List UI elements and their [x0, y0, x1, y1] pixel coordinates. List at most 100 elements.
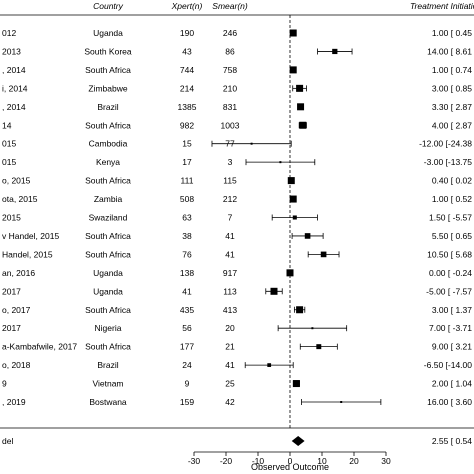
point-estimate — [289, 195, 297, 203]
study-label: ota, 2015 — [2, 194, 38, 204]
study-label: , 2014 — [2, 102, 26, 112]
study-smear-n: 41 — [225, 360, 235, 370]
point-estimate — [289, 66, 297, 74]
estimate-text: 0.00 [ -0.24 — [429, 268, 472, 278]
estimate-text: 10.50 [ 5.68 — [427, 249, 472, 259]
estimate-text: 9.00 [ 3.21 — [432, 342, 472, 352]
point-estimate — [250, 142, 253, 145]
study-label: 9 — [2, 379, 7, 389]
study-smear-n: 3 — [228, 157, 233, 167]
study-xpert-n: 24 — [182, 360, 192, 370]
summary-label: del — [2, 436, 13, 446]
point-estimate — [286, 269, 294, 277]
study-smear-n: 113 — [223, 286, 237, 296]
x-tick-label: 20 — [349, 456, 359, 466]
study-xpert-n: 111 — [181, 176, 194, 186]
study-country: Cambodia — [89, 139, 128, 149]
x-tick-label: -10 — [252, 456, 265, 466]
estimate-text: 1.00 [ 0.74 — [432, 65, 472, 75]
study-smear-n: 831 — [223, 102, 237, 112]
x-axis-label: Observed Outcome — [251, 462, 329, 472]
point-estimate — [287, 177, 295, 185]
study-xpert-n: 214 — [180, 83, 194, 93]
study-xpert-n: 17 — [182, 157, 192, 167]
header-xpert: Xpert(n) — [171, 1, 203, 11]
study-country: South Africa — [85, 305, 131, 315]
estimate-text: 3.00 [ 0.85 — [432, 83, 472, 93]
study-xpert-n: 15 — [182, 139, 192, 149]
estimate-text: 3.00 [ 1.37 — [432, 305, 472, 315]
x-tick-label: -20 — [220, 456, 233, 466]
study-country: Uganda — [93, 268, 123, 278]
study-smear-n: 917 — [223, 268, 237, 278]
estimate-text: 5.50 [ 0.65 — [432, 231, 472, 241]
point-estimate — [279, 161, 282, 164]
study-label: 2015 — [2, 213, 21, 223]
estimate-text: 1.00 [ 0.45 — [432, 28, 472, 38]
study-country: Zambia — [94, 194, 123, 204]
point-estimate — [297, 103, 305, 111]
header-smear: Smear(n) — [212, 1, 248, 11]
point-estimate — [289, 29, 297, 37]
study-smear-n: 21 — [225, 342, 235, 352]
study-xpert-n: 38 — [182, 231, 192, 241]
study-country: Uganda — [93, 28, 123, 38]
estimate-text: 14.00 [ 8.61 — [427, 46, 472, 56]
study-xpert-n: 138 — [180, 268, 194, 278]
study-country: South Africa — [85, 342, 131, 352]
estimate-text: -5.00 [ -7.57 — [426, 286, 472, 296]
point-estimate — [296, 306, 304, 314]
study-country: South Korea — [84, 46, 132, 56]
study-xpert-n: 41 — [182, 286, 192, 296]
study-xpert-n: 56 — [182, 323, 192, 333]
study-xpert-n: 177 — [180, 342, 194, 352]
study-smear-n: 20 — [225, 323, 235, 333]
estimate-text: -6.50 [-14.00 — [424, 360, 472, 370]
study-label: 2013 — [2, 46, 21, 56]
study-smear-n: 41 — [225, 231, 235, 241]
study-xpert-n: 9 — [185, 379, 190, 389]
study-label: , 2014 — [2, 65, 26, 75]
study-xpert-n: 63 — [182, 213, 192, 223]
estimate-text: 1.00 [ 0.52 — [432, 194, 472, 204]
estimate-text: 0.40 [ 0.02 — [432, 176, 472, 186]
study-smear-n: 115 — [223, 176, 237, 186]
study-smear-n: 246 — [223, 28, 237, 38]
study-xpert-n: 1385 — [178, 102, 197, 112]
point-estimate — [296, 84, 304, 92]
estimate-text: 16.00 [ 3.60 — [427, 397, 472, 407]
column-headers: Country Xpert(n) Smear(n) Treatment Init… — [93, 1, 474, 11]
point-estimate — [320, 251, 327, 258]
study-xpert-n: 43 — [182, 46, 192, 56]
study-country: Zimbabwe — [88, 83, 127, 93]
study-label: a-Kambafwile, 2017 — [2, 342, 77, 352]
x-tick-label: 0 — [288, 456, 293, 466]
study-country: Swaziland — [89, 213, 128, 223]
study-label: 015 — [2, 139, 16, 149]
study-country: South Africa — [85, 231, 131, 241]
point-estimate — [332, 48, 338, 55]
study-xpert-n: 190 — [180, 28, 194, 38]
estimate-text: 2.00 [ 1.04 — [432, 379, 472, 389]
point-estimate — [292, 380, 300, 388]
estimate-text: 7.00 [ -3.71 — [429, 323, 472, 333]
point-estimate — [304, 233, 311, 239]
study-label: o, 2015 — [2, 176, 31, 186]
study-label: 2017 — [2, 323, 21, 333]
summary-estimate-text: 2.55 [ 0.54 — [432, 436, 472, 446]
study-smear-n: 212 — [223, 194, 237, 204]
estimate-text: 3.30 [ 2.87 — [432, 102, 472, 112]
study-label: 012 — [2, 28, 16, 38]
study-country: South Africa — [85, 120, 131, 130]
study-country: South Africa — [85, 176, 131, 186]
x-tick-label: 30 — [381, 456, 391, 466]
header-effect: Treatment Initiation Delay (days) [ — [410, 1, 474, 11]
study-smear-n: 210 — [223, 83, 237, 93]
study-label: o, 2018 — [2, 360, 31, 370]
study-label: o, 2017 — [2, 305, 31, 315]
estimate-text: -3.00 [-13.75 — [424, 157, 472, 167]
point-estimate — [311, 327, 314, 330]
study-label: 015 — [2, 157, 16, 167]
study-smear-n: 42 — [225, 397, 235, 407]
